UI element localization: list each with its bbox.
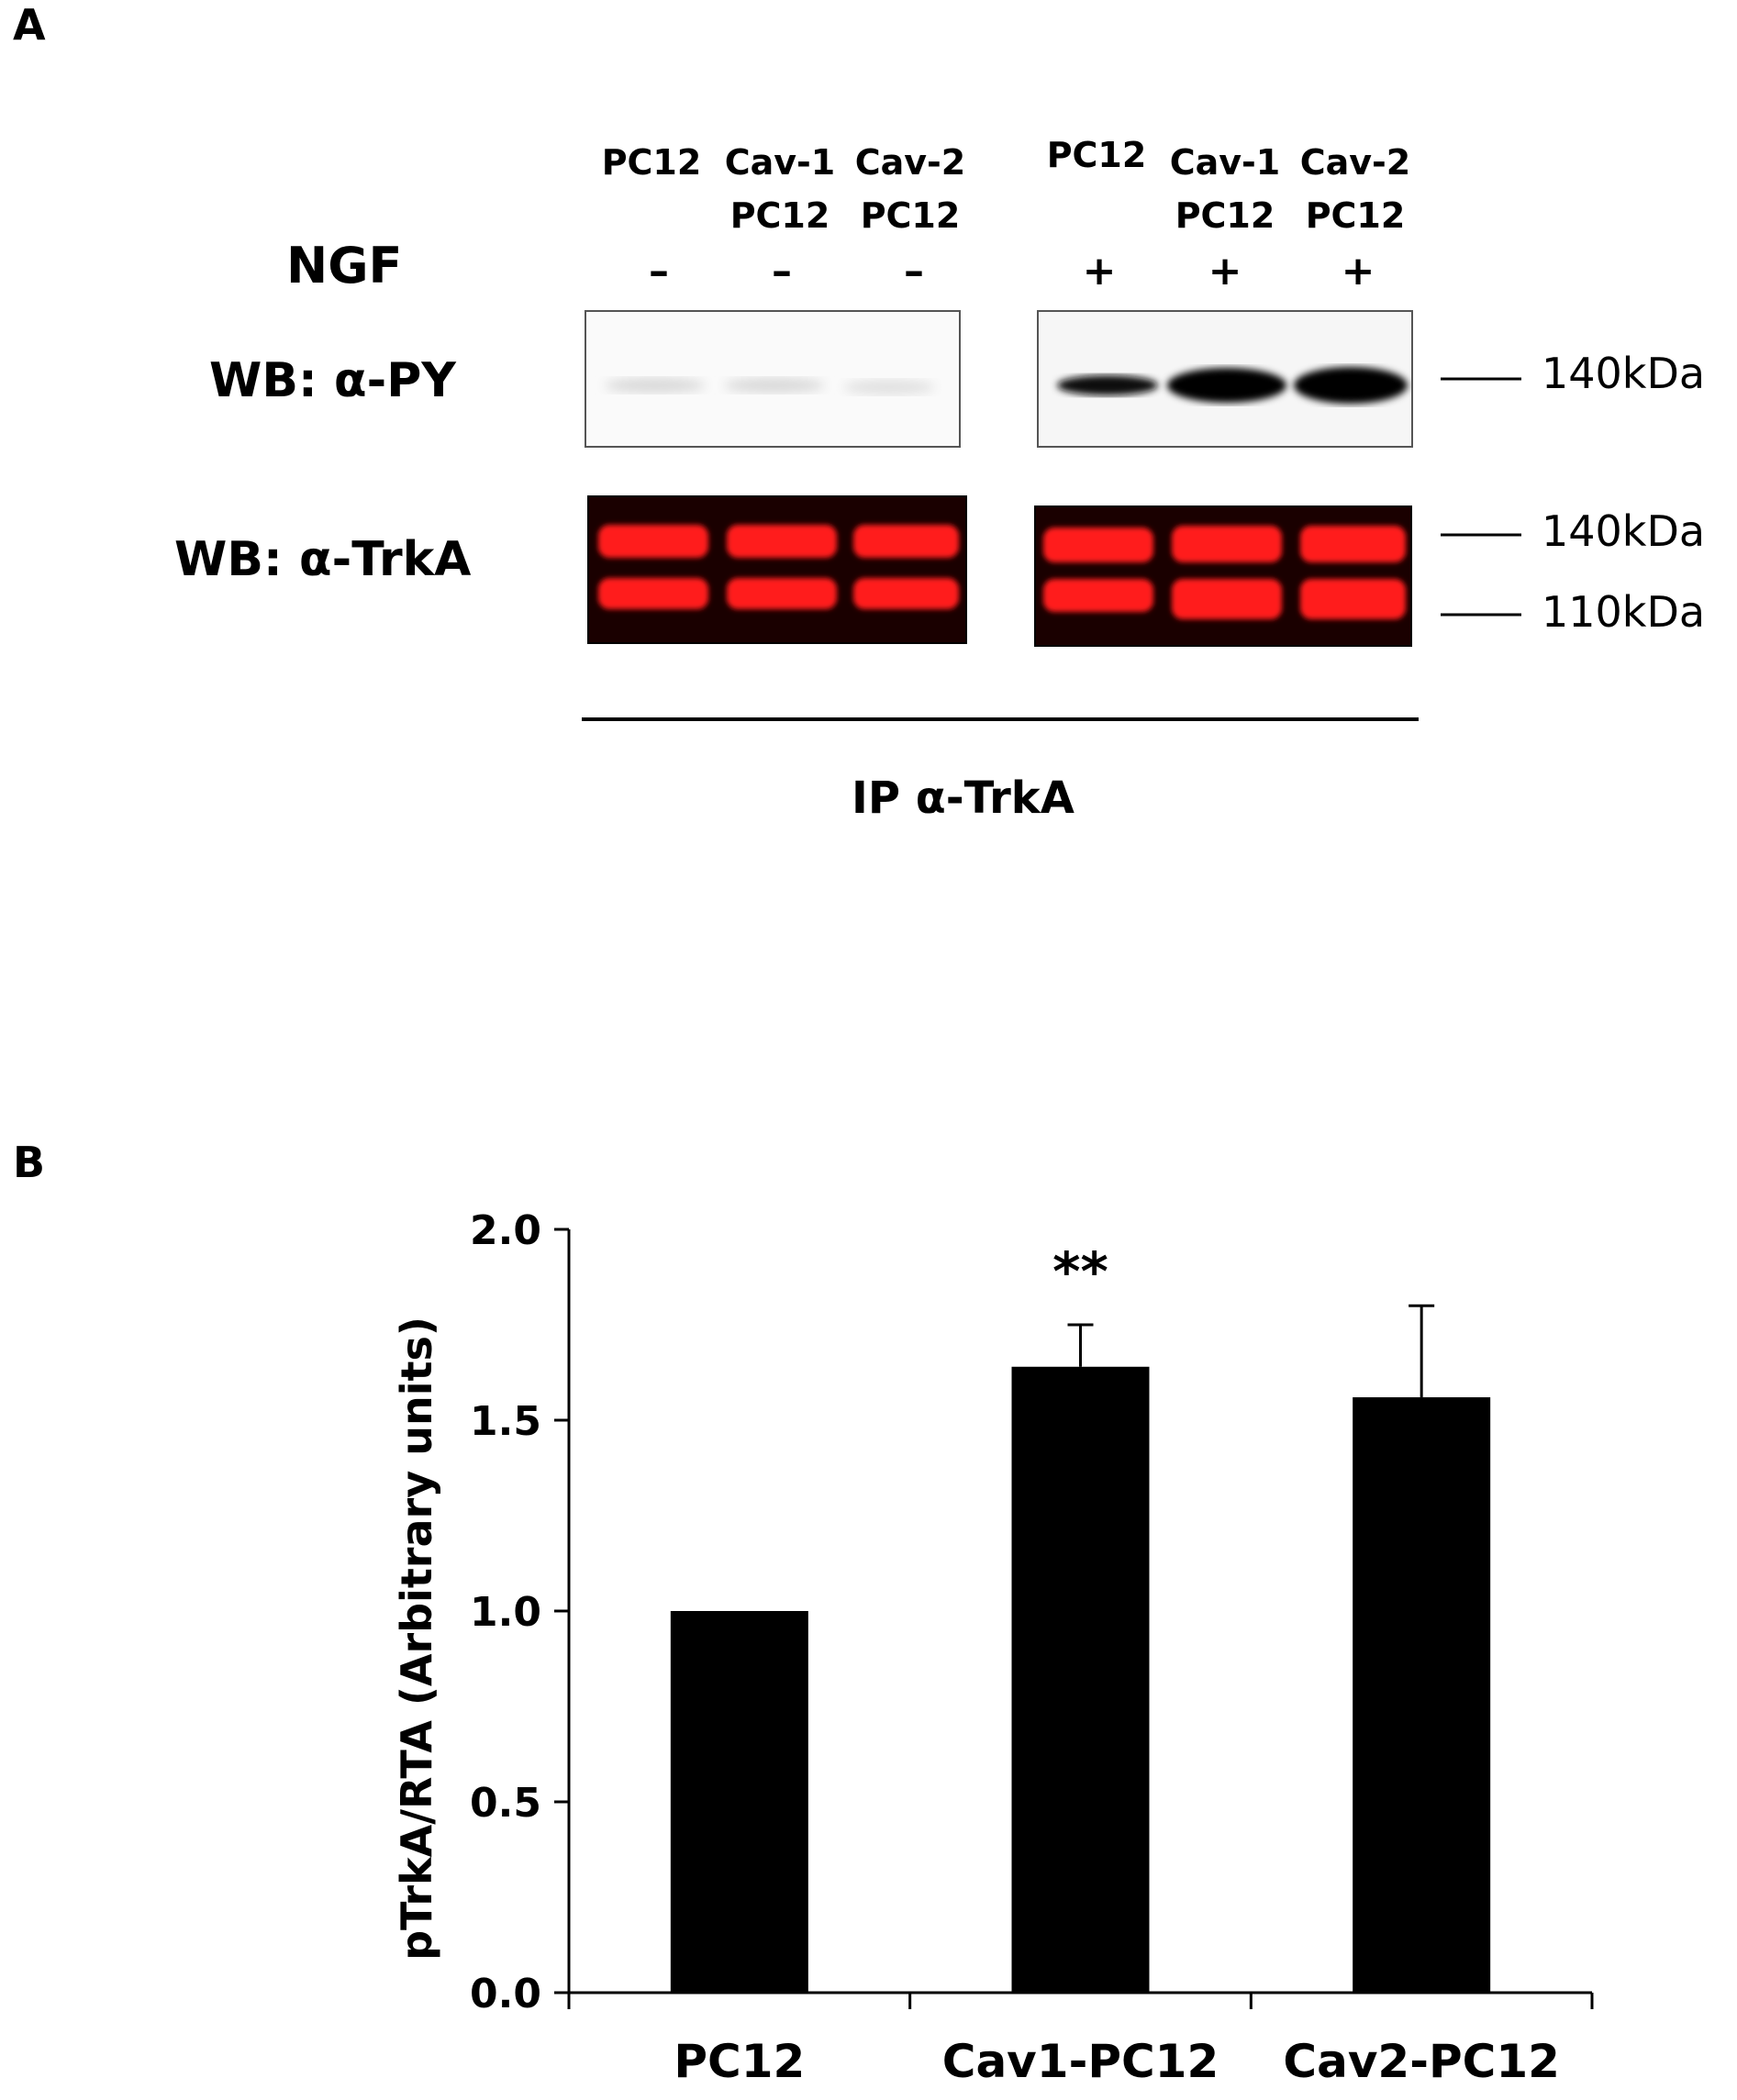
ngf-label: NGF [286,237,403,294]
lane-3-label: Cav-2 PC12 [837,136,984,242]
y-tick-label: 2.0 [470,1207,541,1254]
blot-trka-label: WB: α-TrkA [174,532,472,587]
lane-1-label: PC12 [578,136,725,189]
blot-trka-right-bands [1043,526,1406,619]
bar [1011,1366,1150,1993]
x-tick-label: PC12 [674,2035,805,2088]
ngf-sign-lane-3: – [904,248,924,294]
bar [670,1611,808,1993]
marker-140: 140kDa [1542,506,1706,556]
lane-3-line2: PC12 [860,195,961,236]
py-faint-band-3 [843,380,935,394]
trka-band-110-lane-2 [727,578,837,609]
lane-2-line1: Cav-1 [724,142,836,183]
blot-trka-left-bands [598,525,959,609]
x-tick-label: Cav2-PC12 [1283,2035,1560,2088]
ngf-sign-lane-1: – [649,248,669,294]
lane-5-line1: Cav-1 [1169,142,1281,183]
y-axis-title: pTrkA/RTA (Arbitrary units) [392,1317,441,1961]
ip-bracket-line [582,717,1419,721]
lane-6-label: Cav-2 PC12 [1282,136,1429,242]
blot-trka-right [1034,506,1412,647]
trka-band-110-lane-4 [1043,579,1153,612]
marker-110: 110kDa [1542,587,1706,637]
ip-label: IP α-TrkA [852,772,1074,824]
y-tick-label: 0.0 [470,1971,541,2017]
lane-4-label: PC12 [1023,128,1170,182]
ngf-sign-lane-4: + [1082,248,1117,294]
trka-band-140-lane-6 [1300,526,1406,562]
lane-2-label: Cav-1 PC12 [707,136,853,242]
py-band-2 [1167,368,1286,403]
panel-a-letter: A [13,0,46,50]
trka-band-110-lane-5 [1172,579,1282,619]
py-band-1 [1057,375,1158,395]
panel-b-letter: B [13,1138,46,1187]
x-tick-label: Cav1-PC12 [942,2035,1219,2088]
trka-band-140-lane-1 [598,525,708,558]
blot-py-right [1037,310,1413,448]
lane-5-label: Cav-1 PC12 [1152,136,1298,242]
ngf-sign-lane-2: – [772,248,792,294]
trka-band-140-lane-5 [1172,526,1282,562]
ngf-sign-lane-6: + [1341,248,1375,294]
lane-2-line2: PC12 [729,195,830,236]
py-faint-band-2 [724,378,825,393]
significance-annotation: ** [1052,1240,1108,1303]
lane-6-line2: PC12 [1305,195,1406,236]
marker-lines [1441,377,1521,617]
lane-3-line1: Cav-2 [854,142,966,183]
trka-band-140-lane-3 [853,525,959,558]
trka-band-140-lane-2 [727,525,837,558]
bar [1353,1397,1491,1993]
lane-5-line2: PC12 [1175,195,1275,236]
y-tick-label: 1.0 [470,1589,541,1636]
py-band-3 [1294,367,1408,404]
trka-band-110-lane-3 [853,578,959,609]
blot-py-left-bands [605,378,935,394]
blot-trka-left [587,495,967,644]
blot-py-right-bands [1057,367,1408,404]
marker-140-top: 140kDa [1542,349,1706,398]
blot-py-left [585,310,961,448]
lane-4-line2: PC12 [1046,135,1147,175]
y-tick-label: 1.5 [470,1398,541,1445]
y-tick-label: 0.5 [470,1780,541,1827]
ngf-sign-lane-5: + [1208,248,1242,294]
trka-band-140-lane-4 [1043,528,1153,562]
trka-band-110-lane-6 [1300,579,1406,619]
lane-6-line1: Cav-2 [1299,142,1411,183]
py-faint-band-1 [605,378,706,393]
lane-1-line2: PC12 [601,142,702,183]
chart-root: 0.0 0.5 1.0 1.5 2.0 PC12 Cav1-PC12 Cav2-PC12 ** p… [392,1207,1594,2088]
trka-band-110-lane-1 [598,578,708,609]
blot-py-label: WB: α-PY [209,353,456,408]
